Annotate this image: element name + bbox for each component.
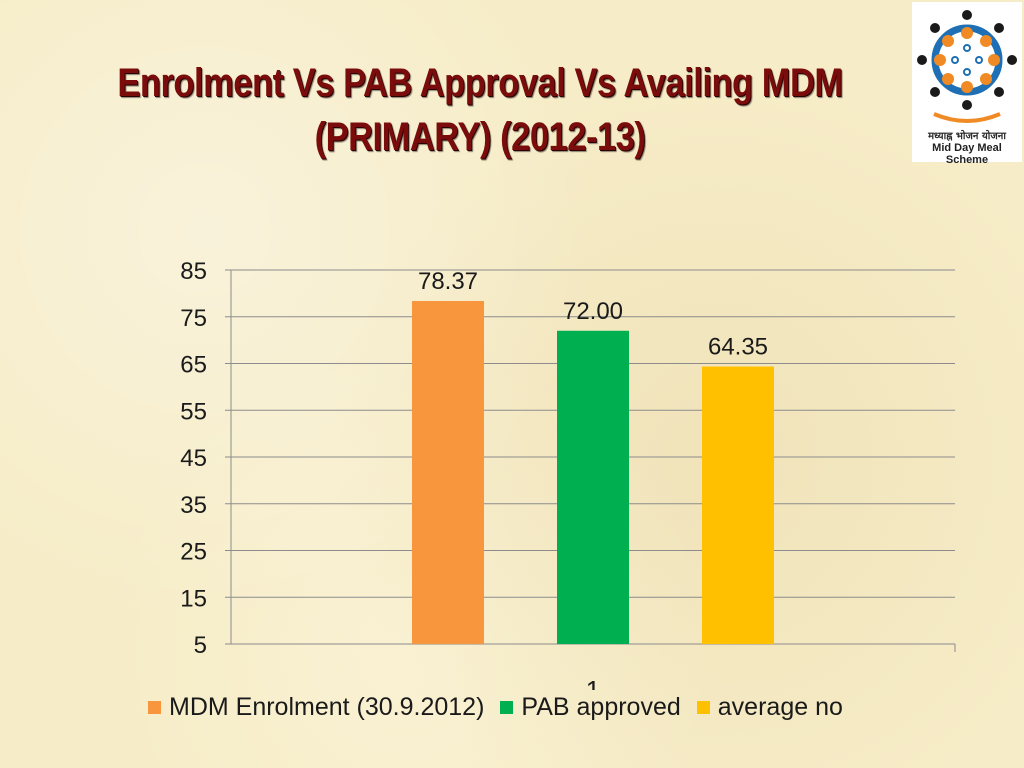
y-tick-label: 55 xyxy=(180,398,207,425)
y-tick-label: 25 xyxy=(180,539,207,566)
y-tick-label: 45 xyxy=(180,445,207,472)
y-tick-label: 5 xyxy=(194,632,207,659)
bar-average-no xyxy=(702,366,774,644)
bar-mdm-enrolment-30-9-2012 xyxy=(412,300,484,644)
chart-bars xyxy=(412,300,774,644)
data-label: 72.00 xyxy=(563,298,623,325)
legend-item-enrolment: MDM Enrolment (30.9.2012) xyxy=(148,693,484,722)
mid-day-meal-logo: मध्याह्न भोजन योजना Mid Day Meal Scheme xyxy=(912,2,1022,166)
y-tick-label: 85 xyxy=(180,258,207,285)
data-label: 78.37 xyxy=(418,268,478,295)
x-axis-tick-labels: 1 xyxy=(586,675,600,690)
x-tick-label: 1 xyxy=(586,675,600,690)
legend-label-average-no: average no xyxy=(717,692,843,721)
y-axis-tick-labels: 5 15 25 35 45 55 65 75 85 xyxy=(180,258,207,659)
y-tick-label: 15 xyxy=(180,585,207,612)
legend-item-pab-approved: PAB approved xyxy=(500,692,681,722)
y-tick-label: 65 xyxy=(180,352,207,379)
y-tick-label: 35 xyxy=(180,492,207,519)
legend-label-enrolment: MDM Enrolment (30.9.2012) xyxy=(169,692,485,721)
logo-hindi-text: मध्याह्न भोजन योजना xyxy=(928,131,1006,142)
legend-label-pab-approved: PAB approved xyxy=(521,692,681,721)
legend-swatch-average-no xyxy=(696,700,710,714)
data-label: 64.35 xyxy=(708,334,768,361)
mid-day-meal-logo-icon xyxy=(917,10,1017,123)
slide-title-line1: Enrolment Vs PAB Approval Vs Availing MD… xyxy=(117,61,843,105)
bar-chart: 5 15 25 35 45 55 65 75 85 78.37 72.00 64.35 1 xyxy=(180,258,956,690)
slide-title-line2: (PRIMARY) (2012-13) xyxy=(314,115,646,159)
legend-swatch-enrolment xyxy=(148,700,161,714)
y-tick-label: 75 xyxy=(180,305,207,332)
legend-swatch-pab-approved xyxy=(500,700,514,714)
chart-legend: MDM Enrolment (30.9.2012) PAB approved a… xyxy=(148,690,859,724)
logo-ring xyxy=(917,10,1017,110)
slide-title: Enrolment Vs PAB Approval Vs Availing MD… xyxy=(102,56,859,164)
bar-pab-approved xyxy=(557,330,629,644)
logo-swoosh xyxy=(933,112,1001,123)
chart-data-labels: 78.37 72.00 64.35 xyxy=(418,268,768,361)
legend-item-average-no: average no xyxy=(696,692,843,722)
logo-english-text: Mid Day Meal Scheme xyxy=(932,142,1002,166)
